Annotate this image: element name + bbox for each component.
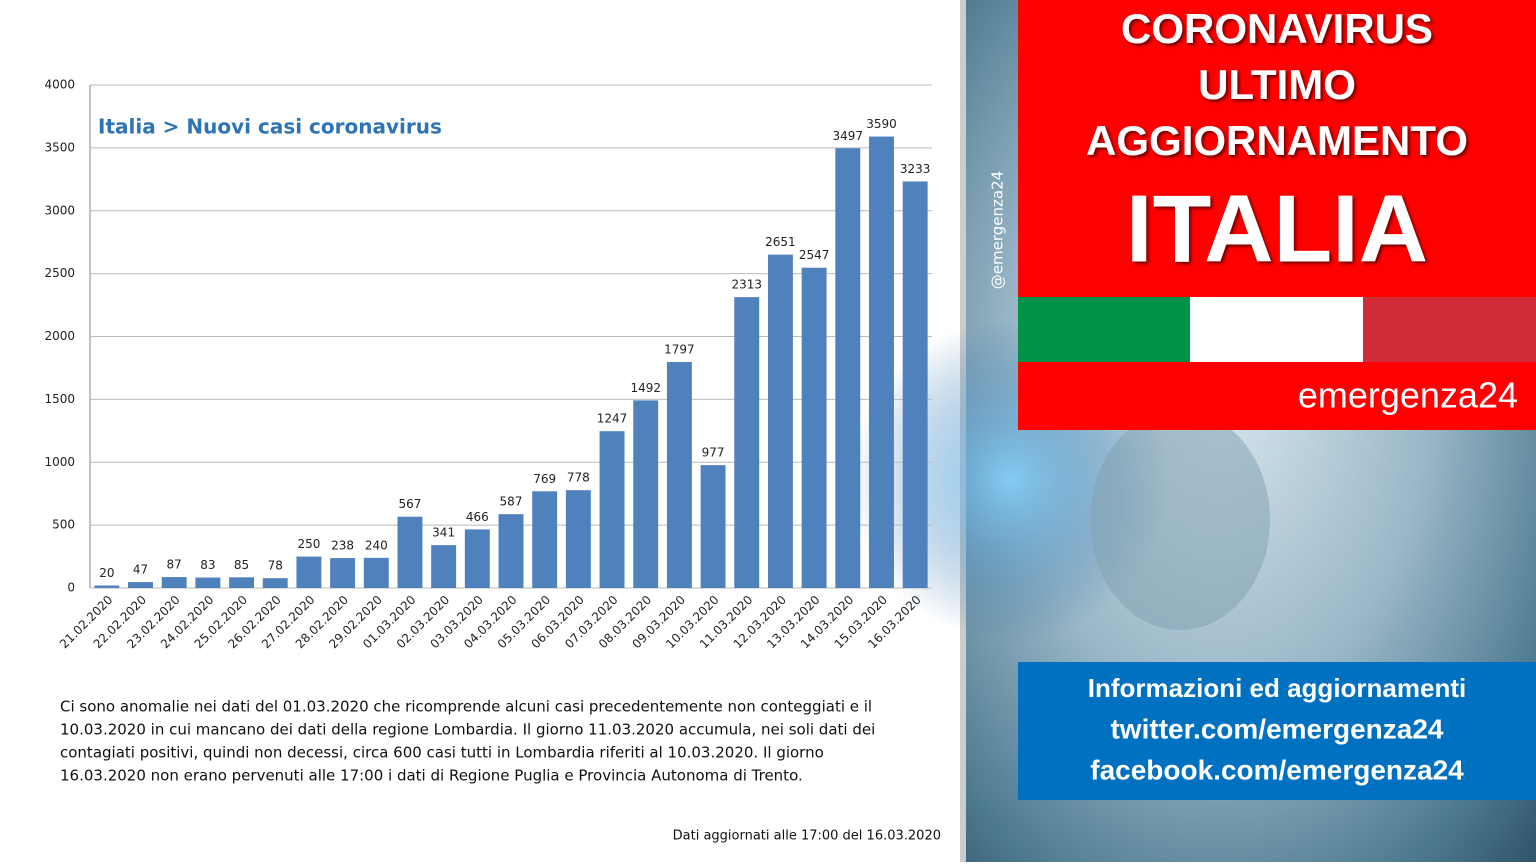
- info-line: twitter.com/emergenza24: [1110, 713, 1443, 744]
- value-label: 466: [466, 510, 489, 524]
- bar: [94, 585, 120, 588]
- banner-headline: ITALIA: [1126, 175, 1428, 282]
- banner-line: CORONAVIRUS: [1121, 5, 1433, 52]
- value-label: 87: [167, 558, 182, 572]
- value-label: 240: [365, 538, 388, 552]
- y-tick-label: 2000: [44, 329, 75, 343]
- brand-box: [1018, 362, 1536, 430]
- bar: [700, 465, 726, 588]
- bar: [734, 297, 760, 588]
- bar: [262, 578, 288, 588]
- handle: @emergenza24: [989, 171, 1007, 289]
- banner-line: ULTIMO: [1198, 61, 1356, 108]
- chart-panel: [0, 0, 960, 862]
- value-label: 2313: [731, 278, 762, 292]
- blur-shape: [1090, 410, 1270, 630]
- bar: [835, 148, 861, 588]
- banner-line: AGGIORNAMENTO: [1086, 117, 1468, 164]
- flag-red: [1363, 297, 1536, 362]
- info-box: [1018, 662, 1536, 800]
- y-tick-label: 3000: [44, 203, 75, 217]
- value-label: 1247: [597, 412, 628, 426]
- info-line: facebook.com/emergenza24: [1090, 754, 1464, 785]
- bar: [633, 400, 659, 588]
- bar: [532, 491, 558, 588]
- bar: [397, 516, 423, 588]
- value-label: 567: [399, 497, 422, 511]
- bar: [767, 254, 793, 588]
- value-label: 1492: [630, 381, 661, 395]
- bar: [869, 136, 894, 588]
- y-tick-label: 1500: [44, 392, 75, 406]
- value-label: 2651: [765, 235, 796, 249]
- bar: [229, 577, 255, 588]
- value-label: 977: [702, 446, 725, 460]
- bar: [599, 431, 625, 588]
- value-label: 769: [533, 472, 556, 486]
- y-tick-label: 1000: [44, 455, 75, 469]
- bar: [296, 556, 322, 588]
- bar: [363, 557, 389, 588]
- note-line: 10.03.2020 in cui mancano dei dati della…: [60, 721, 875, 739]
- y-tick-label: 2500: [44, 266, 75, 280]
- flag-green: [1018, 297, 1190, 362]
- value-label: 3590: [866, 117, 897, 131]
- value-label: 238: [331, 539, 354, 553]
- value-label: 78: [268, 559, 283, 573]
- value-label: 3233: [900, 162, 931, 176]
- bar: [464, 529, 490, 588]
- bar: [565, 490, 591, 588]
- flag-white: [1190, 297, 1363, 362]
- value-label: 47: [133, 563, 148, 577]
- value-label: 778: [567, 471, 590, 485]
- chart-title: Italia > Nuovi casi coronavirus: [98, 115, 442, 139]
- value-label: 587: [500, 495, 523, 509]
- footnote: Dati aggiornati alle 17:00 del 16.03.202…: [673, 829, 941, 844]
- note-line: contagiati positivi, quindi non decessi,…: [60, 744, 824, 762]
- value-label: 341: [432, 526, 455, 540]
- title-box: [1018, 0, 1536, 297]
- y-tick-label: 3500: [44, 140, 75, 154]
- bar: [128, 582, 153, 588]
- value-label: 20: [99, 566, 114, 580]
- y-tick-label: 500: [52, 518, 75, 532]
- bar: [431, 545, 457, 588]
- value-label: 85: [234, 558, 249, 572]
- value-label: 3497: [833, 129, 864, 143]
- value-label: 83: [200, 558, 215, 572]
- bar: [666, 362, 692, 588]
- bar: [801, 267, 827, 588]
- brand: emergenza24: [1298, 375, 1518, 416]
- value-label: 2547: [799, 248, 830, 262]
- y-tick-label: 0: [67, 581, 75, 595]
- y-tick-label: 4000: [44, 78, 75, 92]
- info-line: Informazioni ed aggiornamenti: [1088, 673, 1466, 703]
- bar: [902, 181, 928, 588]
- bar: [498, 514, 524, 588]
- note-line: 16.03.2020 non erano pervenuti alle 17:0…: [60, 767, 803, 785]
- bar: [330, 558, 356, 588]
- value-label: 1797: [664, 343, 695, 357]
- bar: [161, 577, 187, 588]
- note-line: Ci sono anomalie nei dati del 01.03.2020…: [60, 698, 872, 716]
- value-label: 250: [297, 537, 320, 551]
- bar: [195, 577, 221, 588]
